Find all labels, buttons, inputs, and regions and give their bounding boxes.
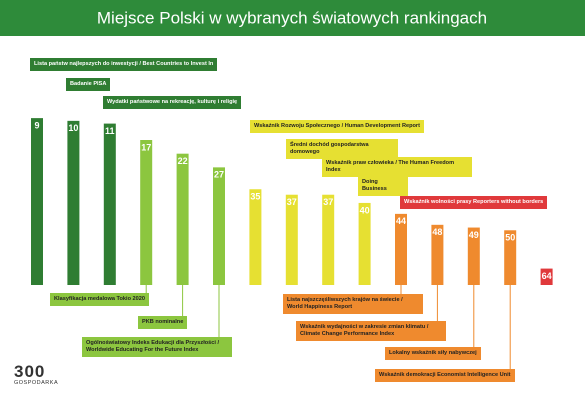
bar	[249, 189, 262, 285]
value-label: 11	[105, 126, 115, 136]
bar	[467, 227, 480, 285]
category-label: Średni dochód gospodarstwa domowego	[286, 139, 398, 159]
value-label: 48	[432, 227, 442, 237]
header-bar	[0, 0, 585, 36]
value-label: 9	[34, 120, 39, 130]
category-label: Lista najszczęśliwszych krajów na świeci…	[283, 294, 423, 314]
category-label: Wydatki państwowe na rekreację, kulturę …	[103, 96, 242, 109]
bar	[67, 120, 80, 285]
category-label: Doing Business	[358, 176, 408, 196]
bar	[431, 224, 444, 285]
bar	[103, 123, 116, 285]
bar	[176, 153, 189, 285]
value-label: 22	[178, 156, 188, 166]
logo-number: 300	[14, 362, 46, 381]
value-label: 35	[250, 192, 260, 202]
value-label: 40	[360, 205, 370, 215]
category-label: Klasyfikacja medalowa Tokio 2020	[50, 293, 149, 306]
bar	[213, 167, 225, 285]
category-label: Badanie PISA	[66, 78, 111, 91]
bar	[504, 230, 517, 285]
logo-name: GOSPODARKA	[14, 380, 59, 386]
bar	[395, 213, 407, 285]
category-label: Wskaźnik wolności prasy Reporters withou…	[400, 196, 548, 209]
bar	[358, 202, 371, 285]
category-label: Wskaźnik demokracji Economist Intelligen…	[375, 369, 515, 382]
logo: 300 GOSPODARKA	[14, 363, 58, 386]
value-label: 27	[214, 170, 224, 180]
category-label: Ogólnoświatowy Indeks Edukacji dla Przys…	[82, 337, 232, 357]
category-label: Lista państw najlepszych do inwestycji /…	[30, 58, 218, 71]
bar	[322, 194, 335, 285]
category-label: Wskaźnik praw człowieka / The Human Free…	[322, 157, 472, 177]
bar	[285, 194, 298, 285]
value-label: 50	[505, 233, 515, 243]
bar	[140, 140, 153, 285]
category-label: Lokalny wskaźnik siły nabywczej	[385, 347, 481, 360]
value-label: 49	[469, 230, 479, 240]
value-label: 37	[323, 197, 333, 207]
chart-title: Miejsce Polski w wybranych światowych ra…	[97, 8, 487, 27]
category-label: PKB nominalne	[138, 316, 188, 329]
value-label: 64	[542, 271, 552, 281]
category-label: Wskaźnik Rozwoju Społecznego / Human Dev…	[250, 120, 424, 133]
value-label: 17	[141, 142, 151, 152]
value-label: 37	[287, 197, 297, 207]
bar	[31, 118, 43, 285]
value-label: 10	[68, 123, 78, 133]
category-label: Wskaźnik wydajności w zakresie zmian kli…	[296, 321, 446, 341]
bar	[540, 268, 553, 285]
value-label: 44	[396, 216, 406, 226]
